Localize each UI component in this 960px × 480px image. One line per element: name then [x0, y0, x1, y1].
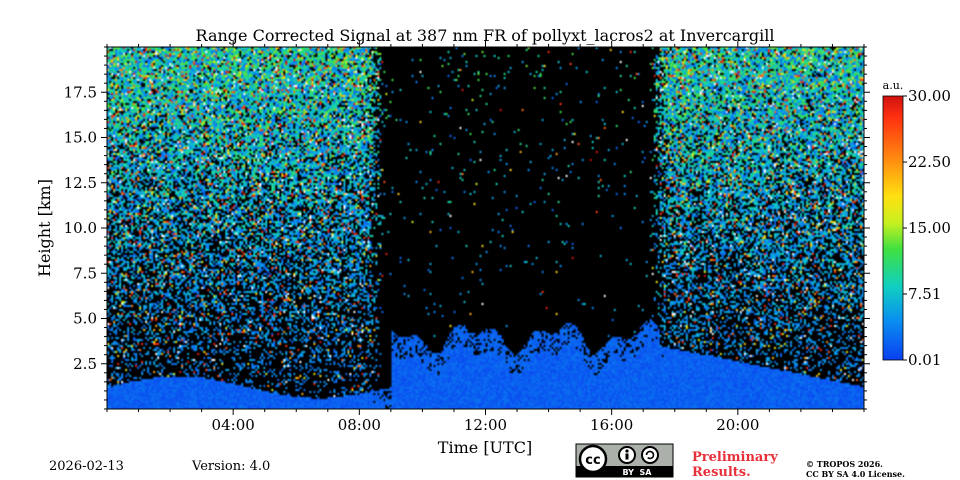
footer: 2026-02-13 Version: 4.0 cc BY SA Prelimi… — [49, 443, 905, 480]
x-tick-label: 12:00 — [464, 416, 507, 434]
x-tick-label: 16:00 — [590, 416, 633, 434]
colorbar-unit: a.u. — [883, 79, 904, 92]
y-tick-label: 17.5 — [64, 83, 97, 101]
cc-license-badge: cc BY SA — [575, 443, 674, 478]
colorbar-tick-label: 7.51 — [908, 285, 941, 303]
x-tick-label: 08:00 — [338, 416, 381, 434]
y-tick-label: 2.5 — [73, 355, 97, 373]
y-tick-label: 15.0 — [64, 129, 97, 147]
y-tick-label: 5.0 — [73, 310, 97, 328]
preliminary-label-line1: Preliminary — [692, 450, 778, 465]
colorbar-ticks: 0.01 7.51 15.00 22.50 30.00 — [903, 87, 951, 369]
plot-area — [107, 47, 864, 409]
y-tick-label: 7.5 — [73, 264, 97, 282]
svg-text:cc: cc — [585, 453, 600, 468]
colorbar-tick-label: 0.01 — [908, 351, 941, 369]
copyright-line1: © TROPOS 2026. — [806, 459, 883, 469]
footer-date: 2026-02-13 — [49, 459, 124, 474]
x-axis: 04:00 08:00 12:00 16:00 20:00 — [106, 41, 865, 434]
license-badge-text: BY SA — [623, 468, 653, 477]
y-axis: 2.5 5.0 7.5 10.0 12.5 15.0 17.5 — [64, 46, 870, 410]
colorbar-tick-label: 15.00 — [908, 219, 951, 237]
share-alike-icon — [641, 446, 659, 464]
chart-title: Range Corrected Signal at 387 nm FR of p… — [196, 26, 775, 45]
colorbar-tick-label: 22.50 — [908, 153, 951, 171]
footer-version: Version: 4.0 — [191, 459, 270, 474]
cc-icon — [578, 444, 608, 474]
colorbar-gradient — [882, 95, 904, 361]
y-tick-label: 12.5 — [64, 174, 97, 192]
colorbar: a.u. 0.01 7.51 15.00 22.50 30.00 — [882, 79, 951, 369]
y-axis-label: Height [km] — [35, 179, 54, 277]
x-axis-label: Time [UTC] — [438, 438, 532, 457]
colorbar-tick-label: 30.00 — [908, 87, 951, 105]
signal-heatmap — [107, 47, 864, 409]
y-tick-label: 10.0 — [64, 219, 97, 237]
copyright-line2: CC BY SA 4.0 License. — [806, 469, 905, 479]
x-tick-label: 20:00 — [716, 416, 759, 434]
preliminary-label-line2: Results. — [692, 465, 751, 480]
x-tick-label: 04:00 — [212, 416, 255, 434]
